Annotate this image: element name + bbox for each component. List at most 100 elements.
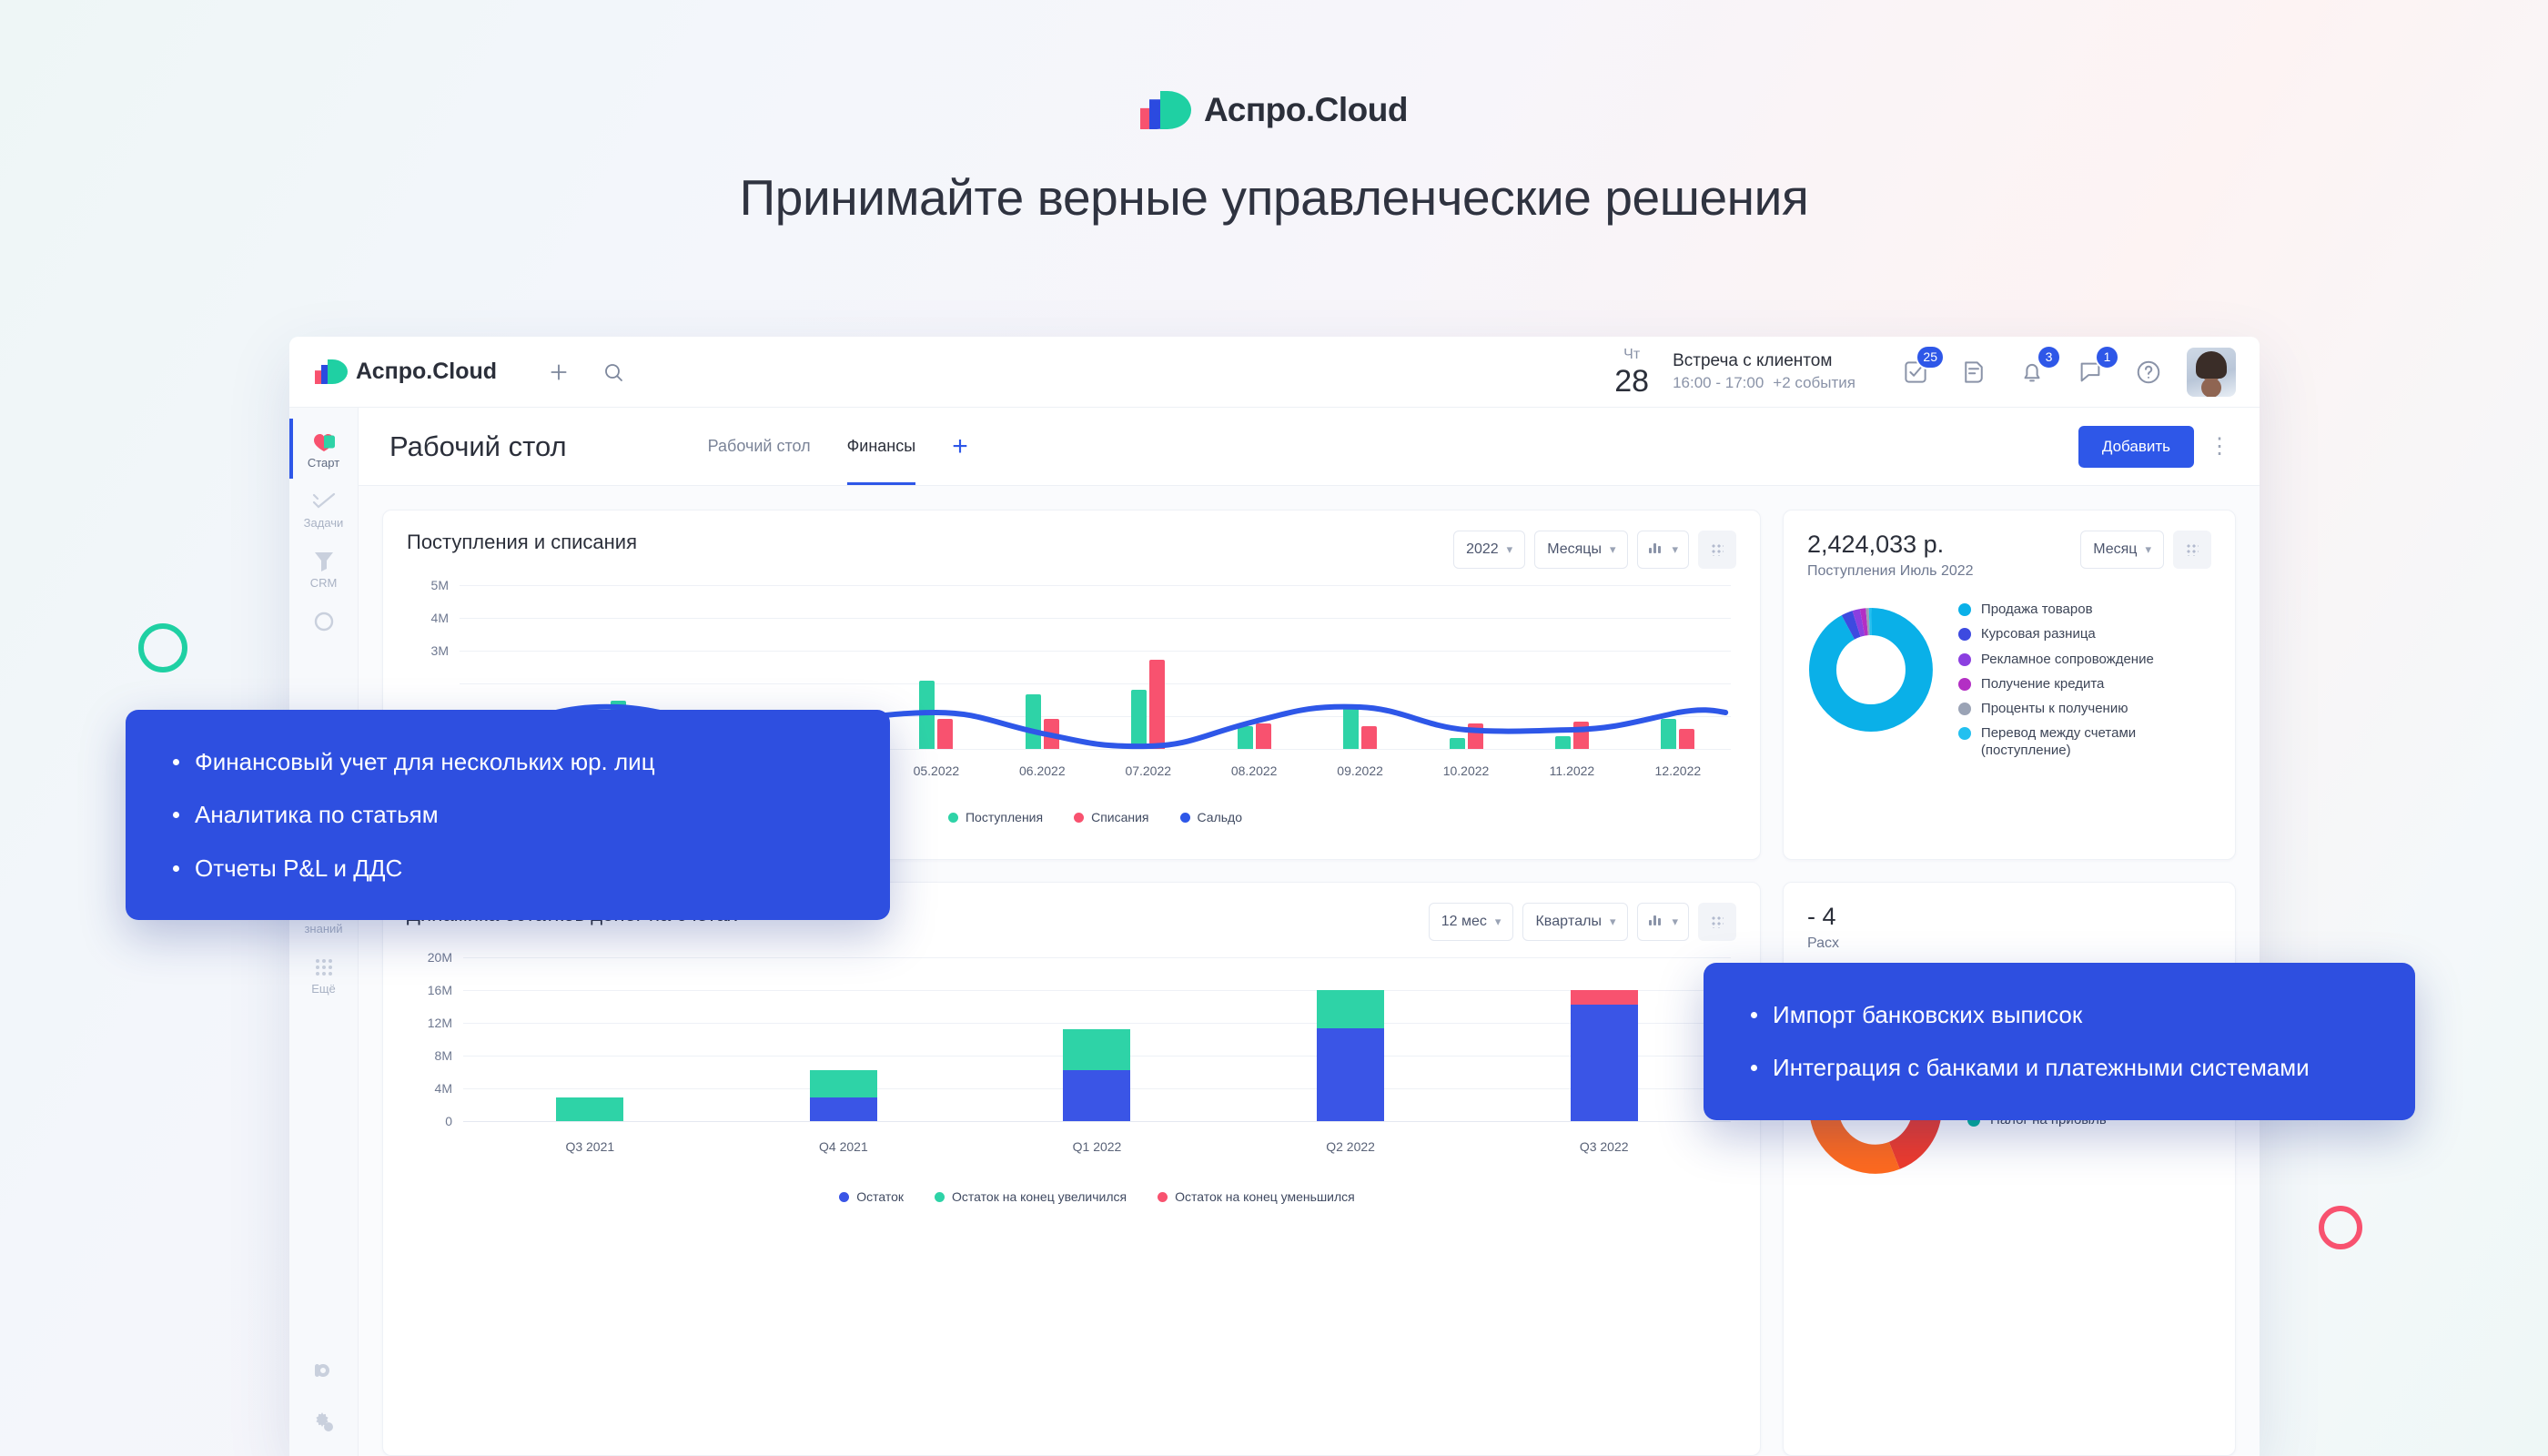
sidebar-item-finance[interactable] [289, 599, 358, 642]
sidebar-bottom [311, 1358, 337, 1456]
bell-icon[interactable]: 3 [2012, 344, 2061, 392]
tab-finansy[interactable]: Финансы [846, 408, 915, 485]
x-tick: Q3 2022 [1579, 1139, 1629, 1154]
legend-label: Остаток на конец увеличился [952, 1189, 1127, 1204]
callout-right: Импорт банковских выписок Интеграция с б… [1704, 963, 2415, 1120]
drag-grip-icon[interactable] [2173, 531, 2211, 569]
legend-item[interactable]: Остаток на конец увеличился [935, 1189, 1127, 1204]
card-controls: 2022 ▾ Месяцы ▾ ▾ [1453, 531, 1736, 569]
event-time: 16:00 - 17:00 +2 события [1673, 373, 1855, 394]
range-select[interactable]: 12 мес ▾ [1428, 903, 1514, 941]
legend-item[interactable]: Рекламное сопровождение [1957, 652, 2211, 668]
page-title: Рабочий стол [389, 430, 567, 462]
content-header-actions: Добавить ⋮ [2078, 425, 2232, 468]
sidebar-item-start[interactable]: Старт [289, 419, 358, 479]
event-info[interactable]: Встреча с клиентом 16:00 - 17:00 +2 событ… [1673, 349, 1855, 394]
y-tick: 20M [427, 950, 452, 965]
chevron-down-icon: ▾ [1672, 542, 1678, 556]
avatar[interactable] [2187, 347, 2236, 397]
x-tick: 05.2022 [913, 763, 960, 778]
drag-grip-icon[interactable] [1698, 903, 1736, 941]
granularity-select[interactable]: Квapталы ▾ [1522, 903, 1629, 941]
add-button[interactable]: Добавить [2078, 425, 2194, 468]
month-select-value: Месяц [2093, 541, 2138, 557]
legend-item[interactable]: Получение кредита [1957, 675, 2211, 693]
legend-label: Списания [1091, 810, 1149, 824]
legend-item[interactable]: Списания [1074, 810, 1149, 824]
period-select[interactable]: Месяцы ▾ [1534, 531, 1629, 569]
event-time-range: 16:00 - 17:00 [1673, 373, 1764, 391]
chart-type-select[interactable]: ▾ [1637, 531, 1689, 569]
callout-left: Финансовый учет для нескольких юр. лиц А… [126, 710, 890, 920]
legend-item[interactable]: Курсовая разница [1957, 626, 2211, 642]
income-donut-legend: Продажа товаров Курсовая разница Рекламн… [1957, 602, 2211, 759]
y-tick: 8M [434, 1048, 452, 1063]
balance-dynamics-plot: 20M 16M 12M 8M 4M 0 [428, 950, 1731, 1230]
year-select[interactable]: 2022 ▾ [1453, 531, 1526, 569]
settings-gear-icon[interactable] [311, 1410, 337, 1440]
legend-item[interactable]: Остаток на конец уменьшился [1158, 1189, 1355, 1204]
income-donut-body: Продажа товаров Курсовая разница Рекламн… [1807, 602, 2211, 759]
sidebar-item-crm[interactable]: CRM [289, 539, 358, 599]
legend-label: Курсовая разница [1980, 626, 2096, 642]
event-daynumber: 28 [1614, 363, 1650, 399]
legend-item[interactable]: Остаток [839, 1189, 904, 1204]
chart-type-select[interactable]: ▾ [1637, 903, 1689, 941]
legend-item[interactable]: Проценты к получению [1957, 701, 2211, 717]
dashboard-tabs: Рабочий стол Финансы + [708, 408, 968, 485]
income-donut-chart [1808, 608, 1933, 732]
callout-left-item: Отчеты P&L и ДДС [167, 853, 848, 884]
x-tick: 07.2022 [1125, 763, 1172, 778]
month-select[interactable]: Месяц ▾ [2080, 531, 2164, 569]
event-title: Встреча с клиентом [1673, 351, 1833, 371]
aspro-logo-icon [315, 359, 348, 384]
bell-badge: 3 [2037, 344, 2061, 369]
profile-icon[interactable] [311, 1358, 337, 1388]
card-title: Поступления и списания [407, 531, 638, 553]
tasks-icon[interactable]: 25 [1896, 344, 1945, 392]
app-logo[interactable]: Аспро.Cloud [315, 359, 497, 385]
search-icon[interactable] [593, 352, 633, 392]
y-tick: 3M [430, 643, 449, 658]
notes-icon[interactable] [1954, 352, 1994, 392]
legend-label: Перевод между счетами (поступление) [1980, 725, 2137, 758]
bar-group [463, 957, 717, 1121]
app-window: Аспро.Cloud Чт 28 Встреча с клиентом 16:… [289, 337, 2260, 1456]
chat-icon[interactable]: 1 [2070, 344, 2119, 392]
legend-item[interactable]: Продажа товаров [1957, 602, 2211, 618]
sidebar-item-label: Задачи [303, 516, 344, 530]
legend-item[interactable]: Перевод между счетами (поступление) [1957, 725, 2211, 759]
tab-rabochiy-stol[interactable]: Рабочий стол [707, 437, 811, 455]
expense-subtitle: Расх [1807, 935, 1840, 951]
chevron-down-icon: ▾ [1506, 542, 1513, 556]
drag-grip-icon[interactable] [1698, 531, 1736, 569]
sidebar-item-label: Старт [307, 456, 340, 470]
tasks-icon [291, 488, 356, 515]
tasks-badge: 25 [1916, 344, 1945, 369]
legend-label: Проценты к получению [1980, 701, 2128, 717]
chevron-down-icon: ▾ [1609, 542, 1616, 556]
help-icon[interactable] [2128, 352, 2169, 392]
bar-group [1201, 585, 1307, 749]
income-subtitle: Поступления Июль 2022 [1807, 563, 1974, 579]
chevron-down-icon: ▾ [1672, 915, 1678, 928]
legend-label: Получение кредита [1980, 675, 2105, 692]
kebab-menu-icon[interactable]: ⋮ [2209, 433, 2232, 459]
bar-chart-icon [1648, 541, 1663, 559]
legend-item[interactable]: Поступления [947, 810, 1043, 824]
legend-item[interactable]: Сальдо [1179, 810, 1242, 824]
chart-legend: Поступления Списания Сальдо [460, 810, 1731, 824]
sidebar-item-more[interactable]: Ещё [289, 945, 358, 1005]
chevron-down-icon: ▾ [1609, 915, 1616, 928]
callout-left-item: Аналитика по статьям [167, 799, 848, 830]
y-tick: 0 [445, 1114, 452, 1128]
plus-icon[interactable] [539, 352, 579, 392]
sidebar-item-tasks[interactable]: Задачи [289, 479, 358, 539]
bar-group [970, 957, 1224, 1121]
tab-add-icon[interactable]: + [952, 430, 968, 461]
callout-right-item: Интеграция с банками и платежными систем… [1745, 1052, 2373, 1083]
card-controls: Месяц ▾ [2080, 531, 2211, 569]
app-topbar: Аспро.Cloud Чт 28 Встреча с клиентом 16:… [289, 337, 2260, 408]
chevron-down-icon: ▾ [1494, 915, 1502, 928]
y-tick: 4M [430, 611, 449, 625]
